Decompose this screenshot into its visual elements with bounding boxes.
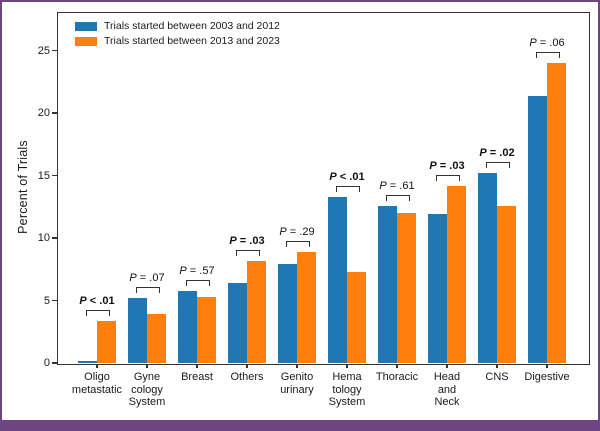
x-tick-label: Digestive [524,371,570,383]
y-tick [52,362,57,364]
legend-swatch-2013-2023 [75,36,97,46]
y-tick [52,299,57,302]
x-tick [196,364,198,368]
p-value-label: P = .03 [429,159,465,172]
y-tick [52,112,57,114]
x-tick-label: Others [230,371,264,383]
p-value-label: P < .01 [79,294,115,307]
significance-bracket [436,174,460,181]
p-value-label: P = .61 [379,179,415,192]
significance-bracket [136,287,160,293]
y-tick [52,174,57,177]
x-tick [296,364,298,368]
significance-bracket [186,279,210,286]
p-value-label: P = .07 [129,272,165,284]
p-value-label: P = .02 [479,147,515,159]
p-value-label: P = .57 [179,264,215,277]
bar-blue [78,360,97,363]
significance-bracket [286,240,310,247]
legend-label-2013-2023: Trials started between 2013 and 2023 [104,35,280,47]
x-tick [246,364,248,368]
legend-label-2003-2012: Trials started between 2003 and 2012 [104,20,280,32]
bar-blue [228,283,247,363]
bar-orange [547,63,566,363]
legend-swatch-2003-2012 [75,21,97,31]
y-tick-label: 5 [43,294,50,307]
p-value-label: P = .29 [279,225,315,238]
x-tick-label: Genito urinary [280,371,314,396]
y-tick-label: 25 [37,44,50,57]
bar-blue [378,205,397,363]
x-tick-label: Oligo metastatic [71,371,123,396]
p-value-label: P = .03 [229,234,265,247]
significance-bracket [86,309,110,316]
y-tick-label: 0 [43,357,50,369]
bar-blue [328,196,347,363]
y-tick-label: 15 [37,169,50,182]
bar-orange [447,185,466,363]
bar-orange [197,296,216,363]
x-tick [146,364,148,368]
bar-blue [278,264,297,363]
p-value-label: P = .06 [529,37,565,49]
significance-bracket [236,249,260,256]
significance-bracket [486,162,510,168]
bar-blue [128,298,147,363]
legend-row: Trials started between 2003 and 2012 [75,20,280,32]
bar-orange [497,205,516,363]
x-tick-label: Breast [181,371,213,383]
y-tick-label: 20 [37,107,50,119]
p-value-label: P < .01 [329,170,365,183]
bar-orange [97,320,116,363]
bar-orange [347,271,366,363]
bar-blue [428,214,447,363]
bar-orange [147,314,166,363]
x-tick [96,364,98,368]
plot-area [57,12,590,365]
x-tick [446,364,448,368]
x-tick [496,364,498,368]
footer-bar [0,420,600,431]
significance-bracket [536,52,560,58]
y-tick [52,49,57,52]
x-tick [396,364,398,368]
bar-blue [178,290,197,363]
bar-blue [478,173,497,363]
significance-bracket [386,194,410,201]
bar-orange [247,260,266,363]
y-tick-label: 10 [37,232,50,244]
significance-bracket [336,185,360,192]
bar-orange [397,213,416,363]
x-tick-label: Thoracic [375,371,419,383]
x-tick-label: Hema tology System [328,371,366,408]
x-tick-label: CNS [485,371,509,383]
x-tick [346,364,348,368]
bar-orange [297,251,316,363]
y-tick [52,237,57,239]
legend-row: Trials started between 2013 and 2023 [75,35,280,47]
x-tick-label: Head and Neck [433,371,461,408]
x-tick [546,364,548,368]
bar-blue [528,95,547,363]
x-tick-label: Gyne cology System [128,371,166,408]
